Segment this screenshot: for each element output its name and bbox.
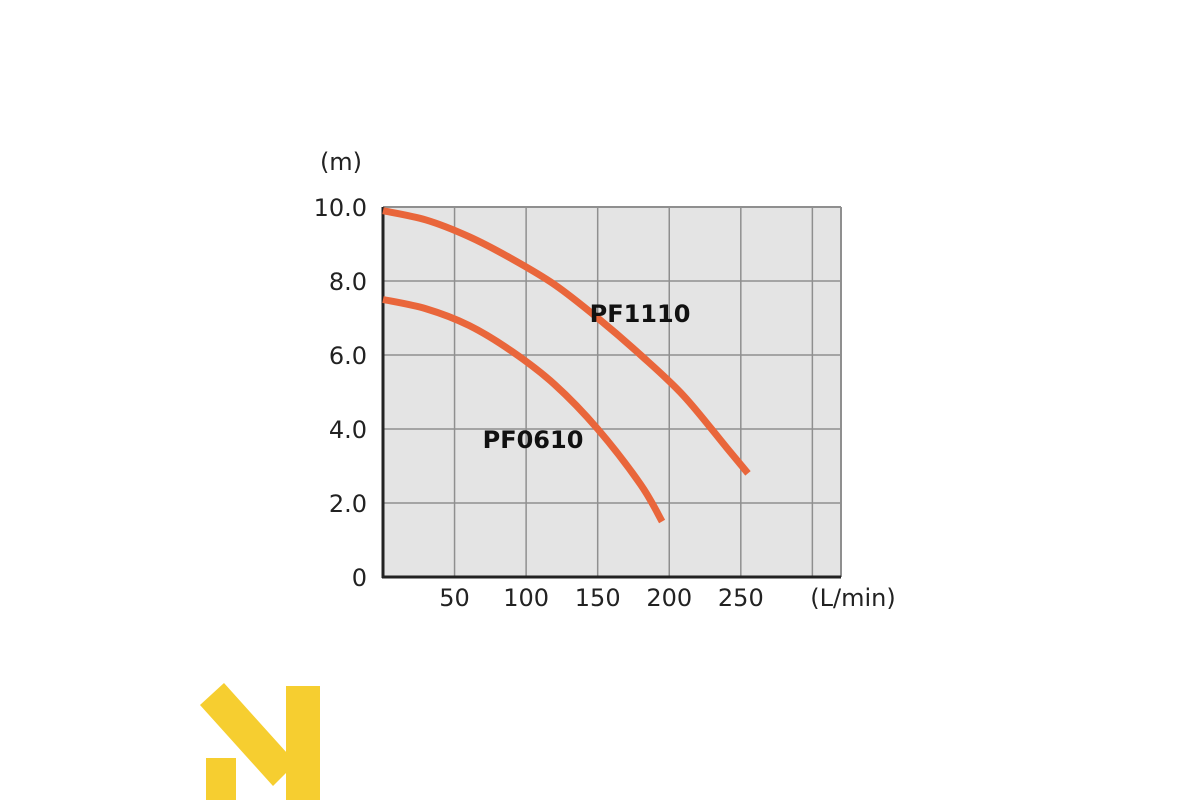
x-tick-label: 150 — [575, 584, 621, 612]
y-tick-label: 4.0 — [329, 416, 367, 444]
grid — [383, 206, 842, 577]
series-label-pf0610: PF0610 — [483, 426, 584, 454]
y-tick-label: 6.0 — [329, 342, 367, 370]
y-tick-label: 0 — [352, 564, 367, 592]
x-tick-label: 50 — [439, 584, 470, 612]
x-tick-label: 250 — [718, 584, 764, 612]
y-tick-label: 10.0 — [314, 194, 367, 222]
y-axis-unit-label: (m) — [320, 148, 362, 176]
plot-area — [383, 207, 841, 577]
logo-diagonal-stroke — [200, 683, 296, 786]
x-axis-unit-label: (L/min) — [810, 584, 895, 612]
y-tick-label: 8.0 — [329, 268, 367, 296]
logo-right-bar — [286, 686, 320, 800]
x-tick-label: 200 — [646, 584, 692, 612]
x-tick-labels: 50 100 150 200 250 — [439, 584, 763, 612]
series-line-pf1110 — [382, 207, 751, 476]
series-label-pf1110: PF1110 — [590, 300, 691, 328]
y-tick-labels: 0 2.0 4.0 6.0 8.0 10.0 — [314, 194, 367, 592]
x-tick-label: 100 — [503, 584, 549, 612]
series-line-pf0610 — [382, 296, 666, 524]
n-mark-logo-icon — [200, 683, 320, 800]
y-tick-label: 2.0 — [329, 490, 367, 518]
series-lines — [382, 207, 751, 524]
logo-left-foot — [206, 758, 236, 800]
